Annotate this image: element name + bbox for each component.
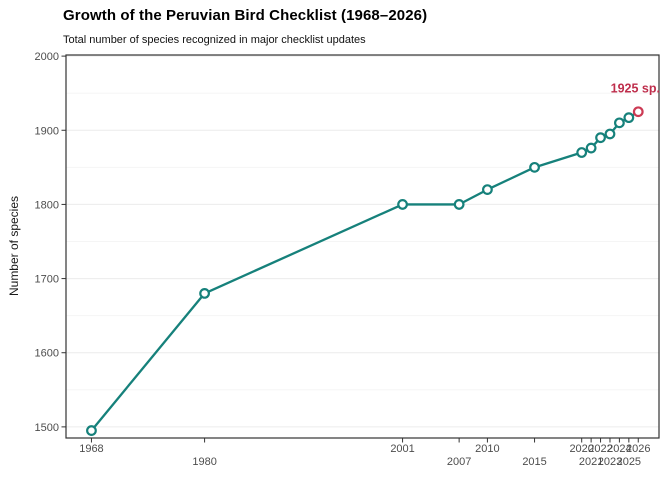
x-tick-label: 1980 [192, 456, 216, 468]
x-tick-label: 1968 [79, 443, 103, 455]
data-point [529, 161, 540, 173]
data-point [623, 112, 635, 124]
data-point-highlighted [632, 106, 644, 118]
chart-subtitle: Total number of species recognized in ma… [63, 34, 366, 46]
data-point [482, 184, 493, 195]
data-point [595, 132, 606, 144]
x-tick-label: 2007 [447, 456, 471, 468]
y-tick-label: 2000 [35, 51, 59, 63]
x-tick-label: 2010 [475, 443, 499, 455]
data-point [585, 142, 597, 154]
panel-border [65, 54, 660, 439]
x-tick-label: 2025 [617, 456, 641, 468]
y-tick-label: 1800 [35, 199, 59, 211]
x-tick-label: 2021 [579, 456, 603, 468]
x-tick-label: 2001 [390, 443, 414, 455]
data-point [576, 147, 588, 158]
x-tick-label: 2024 [607, 443, 631, 455]
data-point [614, 117, 625, 129]
x-tick-label: 2015 [522, 456, 546, 468]
annotation-label: 1925 sp. [611, 82, 660, 96]
x-tick-label: 2020 [569, 443, 593, 455]
y-tick-label: 1600 [35, 348, 59, 360]
y-tick-label: 1700 [35, 274, 59, 286]
chart-title: Growth of the Peruvian Bird Checklist (1… [63, 7, 428, 24]
data-point [199, 288, 210, 299]
data-point [604, 128, 616, 140]
data-point [397, 199, 408, 210]
x-tick-label: 2026 [626, 443, 650, 455]
x-tick-label: 2023 [598, 456, 622, 468]
y-tick-label: 1500 [35, 422, 59, 434]
x-tick-label: 2022 [588, 443, 612, 455]
y-tick-label: 1900 [35, 125, 59, 137]
data-point [453, 199, 465, 210]
data-point [86, 425, 97, 436]
species-trend-line [90, 110, 640, 432]
